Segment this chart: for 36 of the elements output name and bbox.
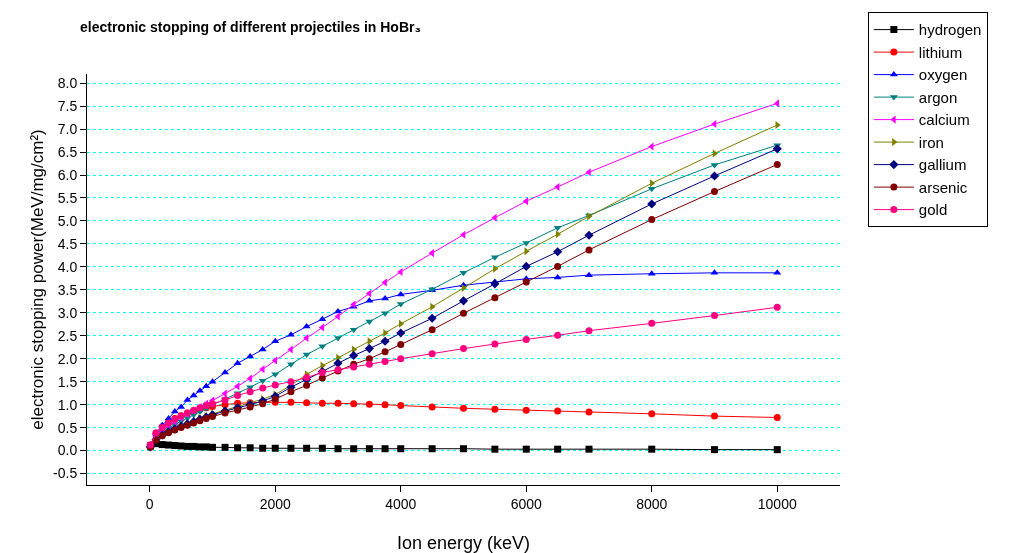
y-tick-label: 6.0 xyxy=(57,166,78,183)
legend-label: calcium xyxy=(918,111,970,129)
x-axis-title: Ion energy (keV) xyxy=(396,533,531,553)
y-tick-label: 3.0 xyxy=(57,304,78,321)
y-tick-label: 2.5 xyxy=(57,327,78,344)
y-tick-label: 4.5 xyxy=(57,235,78,252)
y-tick-label: 2.0 xyxy=(57,350,78,367)
x-tick-label: 0 xyxy=(145,495,154,512)
legend-label: oxygen xyxy=(918,66,968,84)
y-axis-title: electronic stopping power(MeV/mg/cm²) xyxy=(28,129,47,430)
y-tick-label: 6.5 xyxy=(57,143,78,160)
legend-label: arsenic xyxy=(918,178,968,196)
legend-label: argon xyxy=(918,88,958,106)
y-tick-label: 4.0 xyxy=(57,258,78,275)
x-tick-label: 2000 xyxy=(259,495,292,512)
y-tick-label: 5.0 xyxy=(57,212,78,229)
x-tick-label: 8000 xyxy=(636,495,668,512)
y-tick-label: -0.5 xyxy=(53,465,78,482)
y-tick-label: 7.0 xyxy=(57,121,78,138)
x-tick-label: 10000 xyxy=(757,495,797,512)
chart-title: electronic stopping of different projectiles in HoBr₃ xyxy=(80,18,421,35)
legend-label: iron xyxy=(918,133,944,151)
x-tick-label: 4000 xyxy=(385,495,417,512)
legend-label: gold xyxy=(918,201,948,219)
y-tick-label: 8.0 xyxy=(57,75,78,92)
y-tick-label: 1.5 xyxy=(57,373,78,390)
legend-label: hydrogen xyxy=(918,21,982,39)
y-tick-label: 0.0 xyxy=(57,442,78,459)
legend-label: gallium xyxy=(918,156,967,174)
y-tick-label: 3.5 xyxy=(57,281,78,298)
y-tick-label: 7.5 xyxy=(57,98,78,115)
legend-label: lithium xyxy=(918,43,963,61)
x-tick-label: 6000 xyxy=(510,495,543,512)
y-tick-label: 0.5 xyxy=(57,419,78,436)
y-tick-label: 5.5 xyxy=(57,189,78,206)
y-tick-label: 1.0 xyxy=(57,396,78,413)
